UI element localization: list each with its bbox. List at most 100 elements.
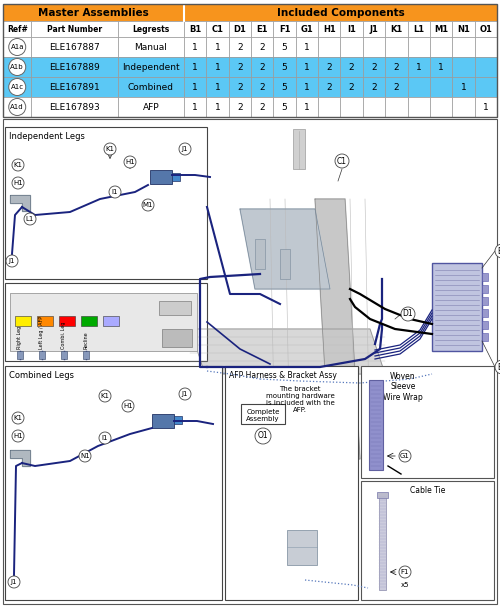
- Text: B1: B1: [189, 24, 201, 33]
- Text: Independent Legs: Independent Legs: [9, 132, 85, 141]
- Bar: [318, 37, 340, 57]
- Bar: [293, 129, 305, 169]
- Circle shape: [124, 156, 136, 168]
- Text: 2: 2: [237, 102, 242, 112]
- Circle shape: [142, 199, 154, 211]
- Circle shape: [6, 255, 18, 267]
- Bar: [482, 309, 488, 317]
- Bar: [385, 57, 407, 77]
- Text: K1: K1: [390, 24, 402, 33]
- Bar: [118, 21, 184, 37]
- Bar: [318, 21, 340, 37]
- Circle shape: [109, 186, 121, 198]
- Text: A1a: A1a: [10, 44, 24, 50]
- Circle shape: [12, 159, 24, 171]
- Bar: [184, 4, 497, 21]
- Bar: [408, 37, 430, 57]
- Text: 1: 1: [214, 82, 220, 92]
- Bar: [363, 97, 385, 117]
- Text: C1: C1: [337, 156, 347, 165]
- Bar: [363, 21, 385, 37]
- Bar: [408, 97, 430, 117]
- Bar: [274, 97, 295, 117]
- Bar: [287, 530, 317, 565]
- Text: AFP Harness & Bracket Assy: AFP Harness & Bracket Assy: [229, 371, 337, 380]
- Bar: [61, 351, 67, 359]
- Bar: [274, 21, 295, 37]
- Bar: [17, 351, 23, 359]
- Text: J1: J1: [9, 258, 15, 264]
- Bar: [274, 37, 295, 57]
- Bar: [452, 97, 474, 117]
- Bar: [474, 57, 497, 77]
- Text: 5: 5: [282, 82, 288, 92]
- Bar: [172, 173, 180, 181]
- Text: 2: 2: [260, 42, 265, 52]
- Text: H1: H1: [13, 433, 23, 439]
- Text: ELE167893: ELE167893: [50, 102, 100, 112]
- Bar: [385, 21, 407, 37]
- Bar: [408, 77, 430, 97]
- Text: E1: E1: [256, 24, 268, 33]
- Text: 2: 2: [237, 42, 242, 52]
- Bar: [296, 77, 318, 97]
- Text: Woven
Sleeve
Wire Wrap: Woven Sleeve Wire Wrap: [383, 372, 423, 402]
- Bar: [340, 21, 363, 37]
- Text: 1: 1: [416, 62, 422, 72]
- Text: A1d: A1d: [10, 104, 24, 110]
- Bar: [228, 57, 251, 77]
- Text: J1: J1: [11, 579, 17, 585]
- Bar: [361, 366, 494, 478]
- Bar: [225, 366, 358, 600]
- Bar: [32, 21, 118, 37]
- Text: H1: H1: [123, 403, 133, 409]
- Bar: [159, 301, 191, 315]
- Text: Left Leg / AFP: Left Leg / AFP: [40, 316, 44, 349]
- Polygon shape: [190, 329, 385, 374]
- Bar: [296, 37, 318, 57]
- Circle shape: [255, 428, 271, 444]
- Bar: [118, 77, 184, 97]
- Circle shape: [12, 177, 24, 189]
- Bar: [432, 263, 482, 351]
- Bar: [385, 37, 407, 57]
- Text: 1: 1: [192, 62, 198, 72]
- Text: Right Leg: Right Leg: [18, 326, 22, 349]
- Text: H1: H1: [13, 180, 23, 186]
- Bar: [184, 37, 206, 57]
- Bar: [363, 77, 385, 97]
- Circle shape: [401, 307, 415, 321]
- Text: Part Number: Part Number: [47, 24, 102, 33]
- Bar: [152, 414, 174, 428]
- Text: 1: 1: [460, 82, 466, 92]
- Bar: [32, 57, 118, 77]
- Bar: [5, 366, 222, 600]
- Bar: [280, 249, 290, 279]
- Text: D1: D1: [402, 310, 413, 319]
- Text: 5: 5: [282, 42, 288, 52]
- Bar: [5, 283, 207, 361]
- Bar: [184, 97, 206, 117]
- Bar: [32, 77, 118, 97]
- Bar: [340, 77, 363, 97]
- Text: Independent: Independent: [122, 62, 180, 72]
- Bar: [363, 37, 385, 57]
- Bar: [251, 57, 274, 77]
- Bar: [318, 97, 340, 117]
- Bar: [162, 329, 192, 347]
- Text: K1: K1: [106, 146, 114, 152]
- Bar: [118, 37, 184, 57]
- Circle shape: [8, 39, 25, 56]
- Bar: [39, 351, 45, 359]
- Bar: [408, 21, 430, 37]
- Text: 2: 2: [260, 102, 265, 112]
- Text: J1: J1: [370, 24, 378, 33]
- Bar: [296, 97, 318, 117]
- Bar: [103, 316, 119, 326]
- Circle shape: [104, 143, 116, 155]
- Text: 2: 2: [349, 62, 354, 72]
- Bar: [408, 57, 430, 77]
- Text: K1: K1: [100, 393, 110, 399]
- Bar: [10, 293, 197, 351]
- Text: I1: I1: [112, 189, 118, 195]
